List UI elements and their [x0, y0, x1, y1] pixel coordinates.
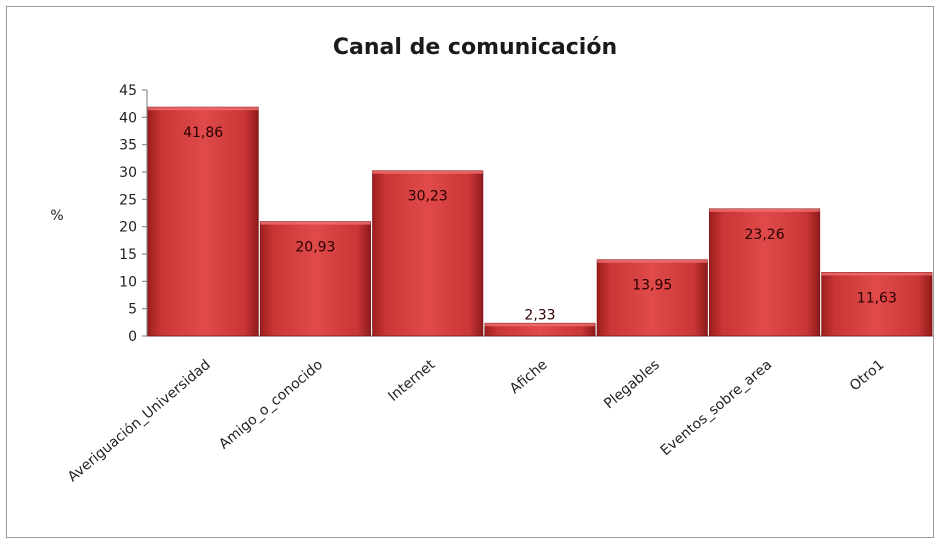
- bar: [372, 170, 484, 337]
- data-label: 11,63: [857, 290, 897, 306]
- y-tick-label: 45: [119, 83, 137, 99]
- bar: [259, 221, 371, 337]
- bar-highlight: [260, 221, 371, 225]
- category-label: Plegables: [601, 357, 663, 412]
- y-tick-label: 5: [128, 302, 137, 318]
- data-label: 13,95: [632, 278, 672, 294]
- y-axis-label: %: [50, 208, 63, 224]
- chart-frame: Canal de comunicación % 0 5 10 15 20 25 30 35 40…: [6, 6, 934, 538]
- data-label: 20,93: [295, 240, 335, 256]
- bar: [596, 259, 708, 337]
- y-tick-label: 10: [119, 274, 137, 290]
- y-tick-label: 35: [119, 138, 137, 154]
- data-label: 2,33: [524, 307, 555, 323]
- chart-title: Canal de comunicación: [333, 35, 617, 60]
- y-tick-label: 30: [119, 165, 137, 181]
- bar-highlight: [484, 323, 596, 327]
- category-labels: Averiguación_Universidad Amigo_o_conocido…: [65, 356, 888, 485]
- bar-highlight: [372, 170, 483, 174]
- y-tick-label: 0: [128, 329, 137, 345]
- category-label: Amigo_o_conocido: [216, 357, 326, 453]
- data-label: 41,86: [183, 125, 223, 141]
- bar-highlight: [709, 208, 820, 212]
- category-label: Averiguación_Universidad: [65, 357, 214, 486]
- data-label: 30,23: [408, 189, 448, 205]
- bar-chart: Canal de comunicación % 0 5 10 15 20 25 30 35 40…: [50, 35, 933, 485]
- bar: [147, 106, 259, 337]
- category-label: Eventos_sobre_area: [658, 357, 776, 459]
- y-tick-label: 15: [119, 247, 137, 263]
- data-labels: 41,86 20,93 30,23 2,33 13,95 23,26 11,63: [183, 125, 897, 323]
- bar: [709, 208, 821, 337]
- category-label: Afiche: [507, 357, 551, 397]
- data-label: 23,26: [745, 227, 785, 243]
- bar-highlight: [597, 259, 708, 263]
- category-label: Otro1: [847, 357, 887, 395]
- y-tick-label: 20: [119, 220, 137, 236]
- bars: [147, 106, 933, 337]
- bar-highlight: [148, 107, 259, 111]
- y-tick-label: 40: [119, 110, 137, 126]
- y-tick-label: 25: [119, 192, 137, 208]
- bar-highlight: [821, 272, 932, 276]
- bar: [821, 272, 933, 337]
- category-label: Internet: [385, 356, 438, 404]
